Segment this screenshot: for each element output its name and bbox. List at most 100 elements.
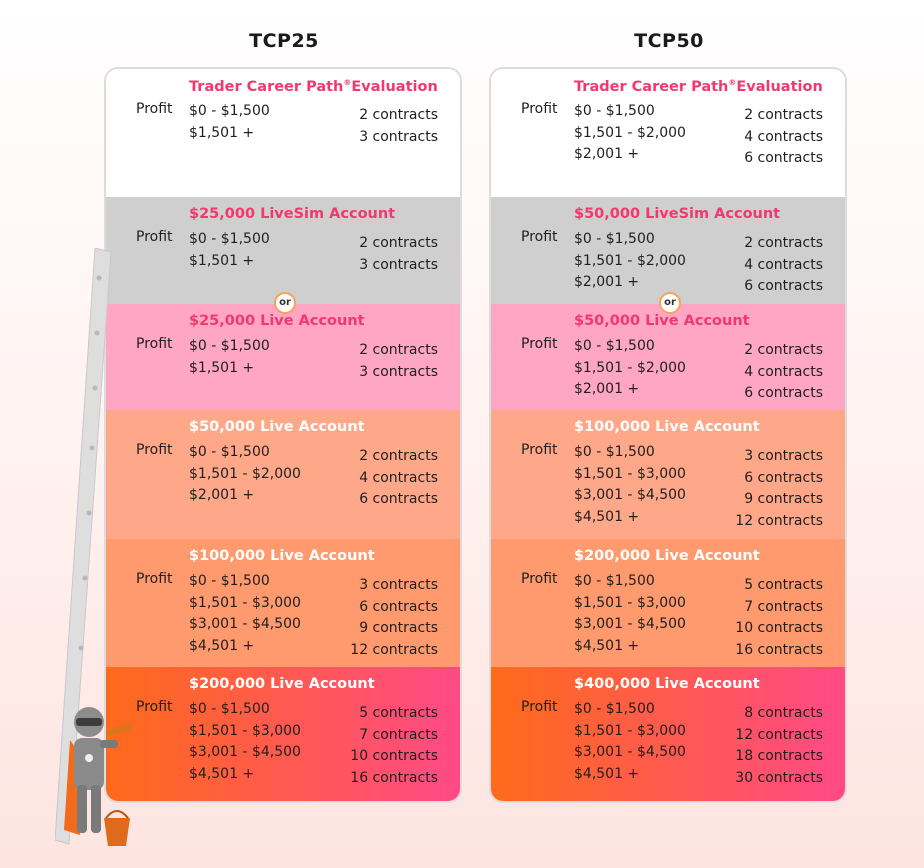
- contract-limits: 2 contracts 4 contracts 6 contracts: [359, 446, 438, 511]
- section-title: $25,000 Live Account: [189, 313, 365, 329]
- contract-count: 9 contracts: [744, 491, 823, 507]
- profit-ranges: $0 - $1,500 $1,501 +: [189, 336, 270, 379]
- profit-ranges: $0 - $1,500 $1,501 +: [189, 229, 270, 272]
- profit-range: $1,501 - $3,000: [574, 465, 686, 482]
- section-tcp25-4: $100,000 Live Account Profit $0 - $1,500 $1…: [106, 539, 460, 667]
- section-tcp50-1: $50,000 LiveSim Account Profit $0 - $1,500…: [491, 197, 845, 304]
- profit-range: $1,501 - $3,000: [574, 594, 686, 611]
- contract-count: 4 contracts: [744, 128, 823, 145]
- section-title-text: Trader Career Path: [574, 78, 729, 95]
- section-title-text: $400,000 Live Account: [574, 676, 760, 692]
- section-title-text: $200,000 Live Account: [189, 676, 375, 692]
- profit-range: $2,001 +: [189, 487, 255, 503]
- profit-range: $0 - $1,500: [574, 444, 655, 460]
- section-title-text: Trader Career Path: [189, 78, 344, 95]
- contract-count: 6 contracts: [359, 598, 438, 615]
- profit-range: $1,501 - $2,000: [189, 465, 301, 482]
- contract-count: 3 contracts: [744, 448, 823, 464]
- profit-range: $4,501 +: [189, 637, 255, 654]
- profit-ranges: $0 - $1,500 $1,501 - $2,000 $2,001 +: [189, 442, 301, 507]
- profit-range: $1,501 - $3,000: [574, 722, 686, 739]
- profit-range: $0 - $1,500: [574, 103, 655, 119]
- section-title: $50,000 Live Account: [189, 419, 365, 435]
- contract-count: 30 contracts: [735, 769, 823, 786]
- contract-count: 10 contracts: [735, 620, 823, 636]
- section-tcp25-3: $50,000 Live Account Profit $0 - $1,500 $1,…: [106, 410, 460, 539]
- profit-range: $3,001 - $4,500: [189, 744, 301, 760]
- section-title-text: $25,000 Live Account: [189, 313, 365, 329]
- profit-ranges: $0 - $1,500 $1,501 - $2,000 $2,001 +: [574, 336, 686, 401]
- profit-range: $2,001 +: [574, 381, 640, 397]
- section-title-text: $200,000 Live Account: [574, 548, 760, 564]
- section-title-text: $50,000 Live Account: [189, 419, 365, 435]
- contract-count: 7 contracts: [744, 598, 823, 615]
- profit-range: $3,001 - $4,500: [189, 616, 301, 632]
- section-tcp50-4: $200,000 Live Account Profit $0 - $1,500 $1…: [491, 539, 845, 667]
- contract-limits: 5 contracts 7 contracts 10 contracts 16 con…: [735, 575, 823, 661]
- section-title: $25,000 LiveSim Account: [189, 206, 395, 222]
- tcp50-card: Trader Career Path®Evaluation Profit $0 - …: [489, 67, 847, 803]
- profit-ranges: $0 - $1,500 $1,501 +: [189, 101, 270, 144]
- profit-range: $0 - $1,500: [574, 338, 655, 354]
- tcp25-card: Trader Career Path®Evaluation Profit $0 - …: [104, 67, 462, 803]
- contract-count: 2 contracts: [744, 235, 823, 251]
- profit-range: $0 - $1,500: [189, 231, 270, 247]
- section-title-text: $25,000 LiveSim Account: [189, 206, 396, 222]
- profit-ranges: $0 - $1,500 $1,501 - $3,000 $3,001 - $4,50…: [574, 571, 686, 657]
- section-title: $200,000 Live Account: [189, 676, 375, 692]
- contract-limits: 2 contracts 3 contracts: [359, 340, 438, 383]
- contract-count: 10 contracts: [350, 748, 438, 764]
- contract-count: 16 contracts: [735, 641, 823, 658]
- profit-range: $0 - $1,500: [574, 573, 655, 589]
- section-title-text: $100,000 Live Account: [189, 548, 375, 564]
- section-tcp50-0: Trader Career Path®Evaluation Profit $0 - …: [491, 69, 845, 197]
- contract-count: 5 contracts: [359, 705, 438, 721]
- profit-ranges: $0 - $1,500 $1,501 - $3,000 $3,001 - $4,50…: [189, 571, 301, 657]
- or-badge: or: [274, 292, 296, 314]
- section-title: Trader Career Path®Evaluation: [189, 78, 438, 95]
- profit-range: $1,501 - $3,000: [189, 594, 301, 611]
- contract-limits: 3 contracts 6 contracts 9 contracts 12 cont…: [735, 446, 823, 532]
- section-title-suffix: Evaluation: [736, 78, 823, 95]
- profit-range: $3,001 - $4,500: [574, 487, 686, 503]
- profit-range: $1,501 - $2,000: [574, 359, 686, 376]
- profit-label: Profit: [136, 699, 173, 715]
- profit-label: Profit: [136, 229, 173, 245]
- contract-count: 3 contracts: [359, 363, 438, 380]
- profit-label: Profit: [136, 336, 173, 352]
- contract-limits: 2 contracts 3 contracts: [359, 233, 438, 276]
- contract-count: 6 contracts: [359, 491, 438, 507]
- contract-count: 18 contracts: [735, 748, 823, 764]
- contract-count: 4 contracts: [359, 469, 438, 486]
- contract-count: 2 contracts: [359, 342, 438, 358]
- contract-count: 6 contracts: [744, 150, 823, 166]
- contract-limits: 8 contracts 12 contracts 18 contracts 30 co…: [735, 703, 823, 789]
- section-tcp50-3: $100,000 Live Account Profit $0 - $1,500 $1…: [491, 410, 845, 539]
- contract-count: 12 contracts: [735, 512, 823, 529]
- contract-count: 7 contracts: [359, 726, 438, 743]
- ladder-illustration: [55, 248, 112, 845]
- profit-range: $2,001 +: [574, 146, 640, 162]
- profit-ranges: $0 - $1,500 $1,501 - $3,000 $3,001 - $4,50…: [574, 699, 686, 785]
- section-title: $50,000 LiveSim Account: [574, 206, 780, 222]
- contract-count: 2 contracts: [359, 235, 438, 251]
- contract-count: 3 contracts: [359, 256, 438, 273]
- tcp25-title: TCP25: [249, 30, 319, 52]
- section-tcp50-2: $50,000 Live Account Profit $0 - $1,500 $1,…: [491, 304, 845, 410]
- profit-range: $1,501 - $3,000: [189, 722, 301, 739]
- profit-range: $4,501 +: [574, 637, 640, 654]
- section-tcp50-5: $400,000 Live Account Profit $0 - $1,500 $1…: [491, 667, 845, 801]
- contract-count: 2 contracts: [359, 448, 438, 464]
- section-title: $400,000 Live Account: [574, 676, 760, 692]
- profit-range: $1,501 - $2,000: [574, 124, 686, 141]
- contract-limits: 2 contracts 4 contracts 6 contracts: [744, 340, 823, 405]
- profit-range: $1,501 - $2,000: [574, 252, 686, 269]
- profit-range: $3,001 - $4,500: [574, 744, 686, 760]
- profit-label: Profit: [136, 571, 173, 587]
- section-title: $100,000 Live Account: [574, 419, 760, 435]
- profit-range: $2,001 +: [574, 274, 640, 290]
- contract-count: 4 contracts: [744, 363, 823, 380]
- section-title: Trader Career Path®Evaluation: [574, 78, 823, 95]
- contract-count: 5 contracts: [744, 577, 823, 593]
- contract-count: 12 contracts: [735, 726, 823, 743]
